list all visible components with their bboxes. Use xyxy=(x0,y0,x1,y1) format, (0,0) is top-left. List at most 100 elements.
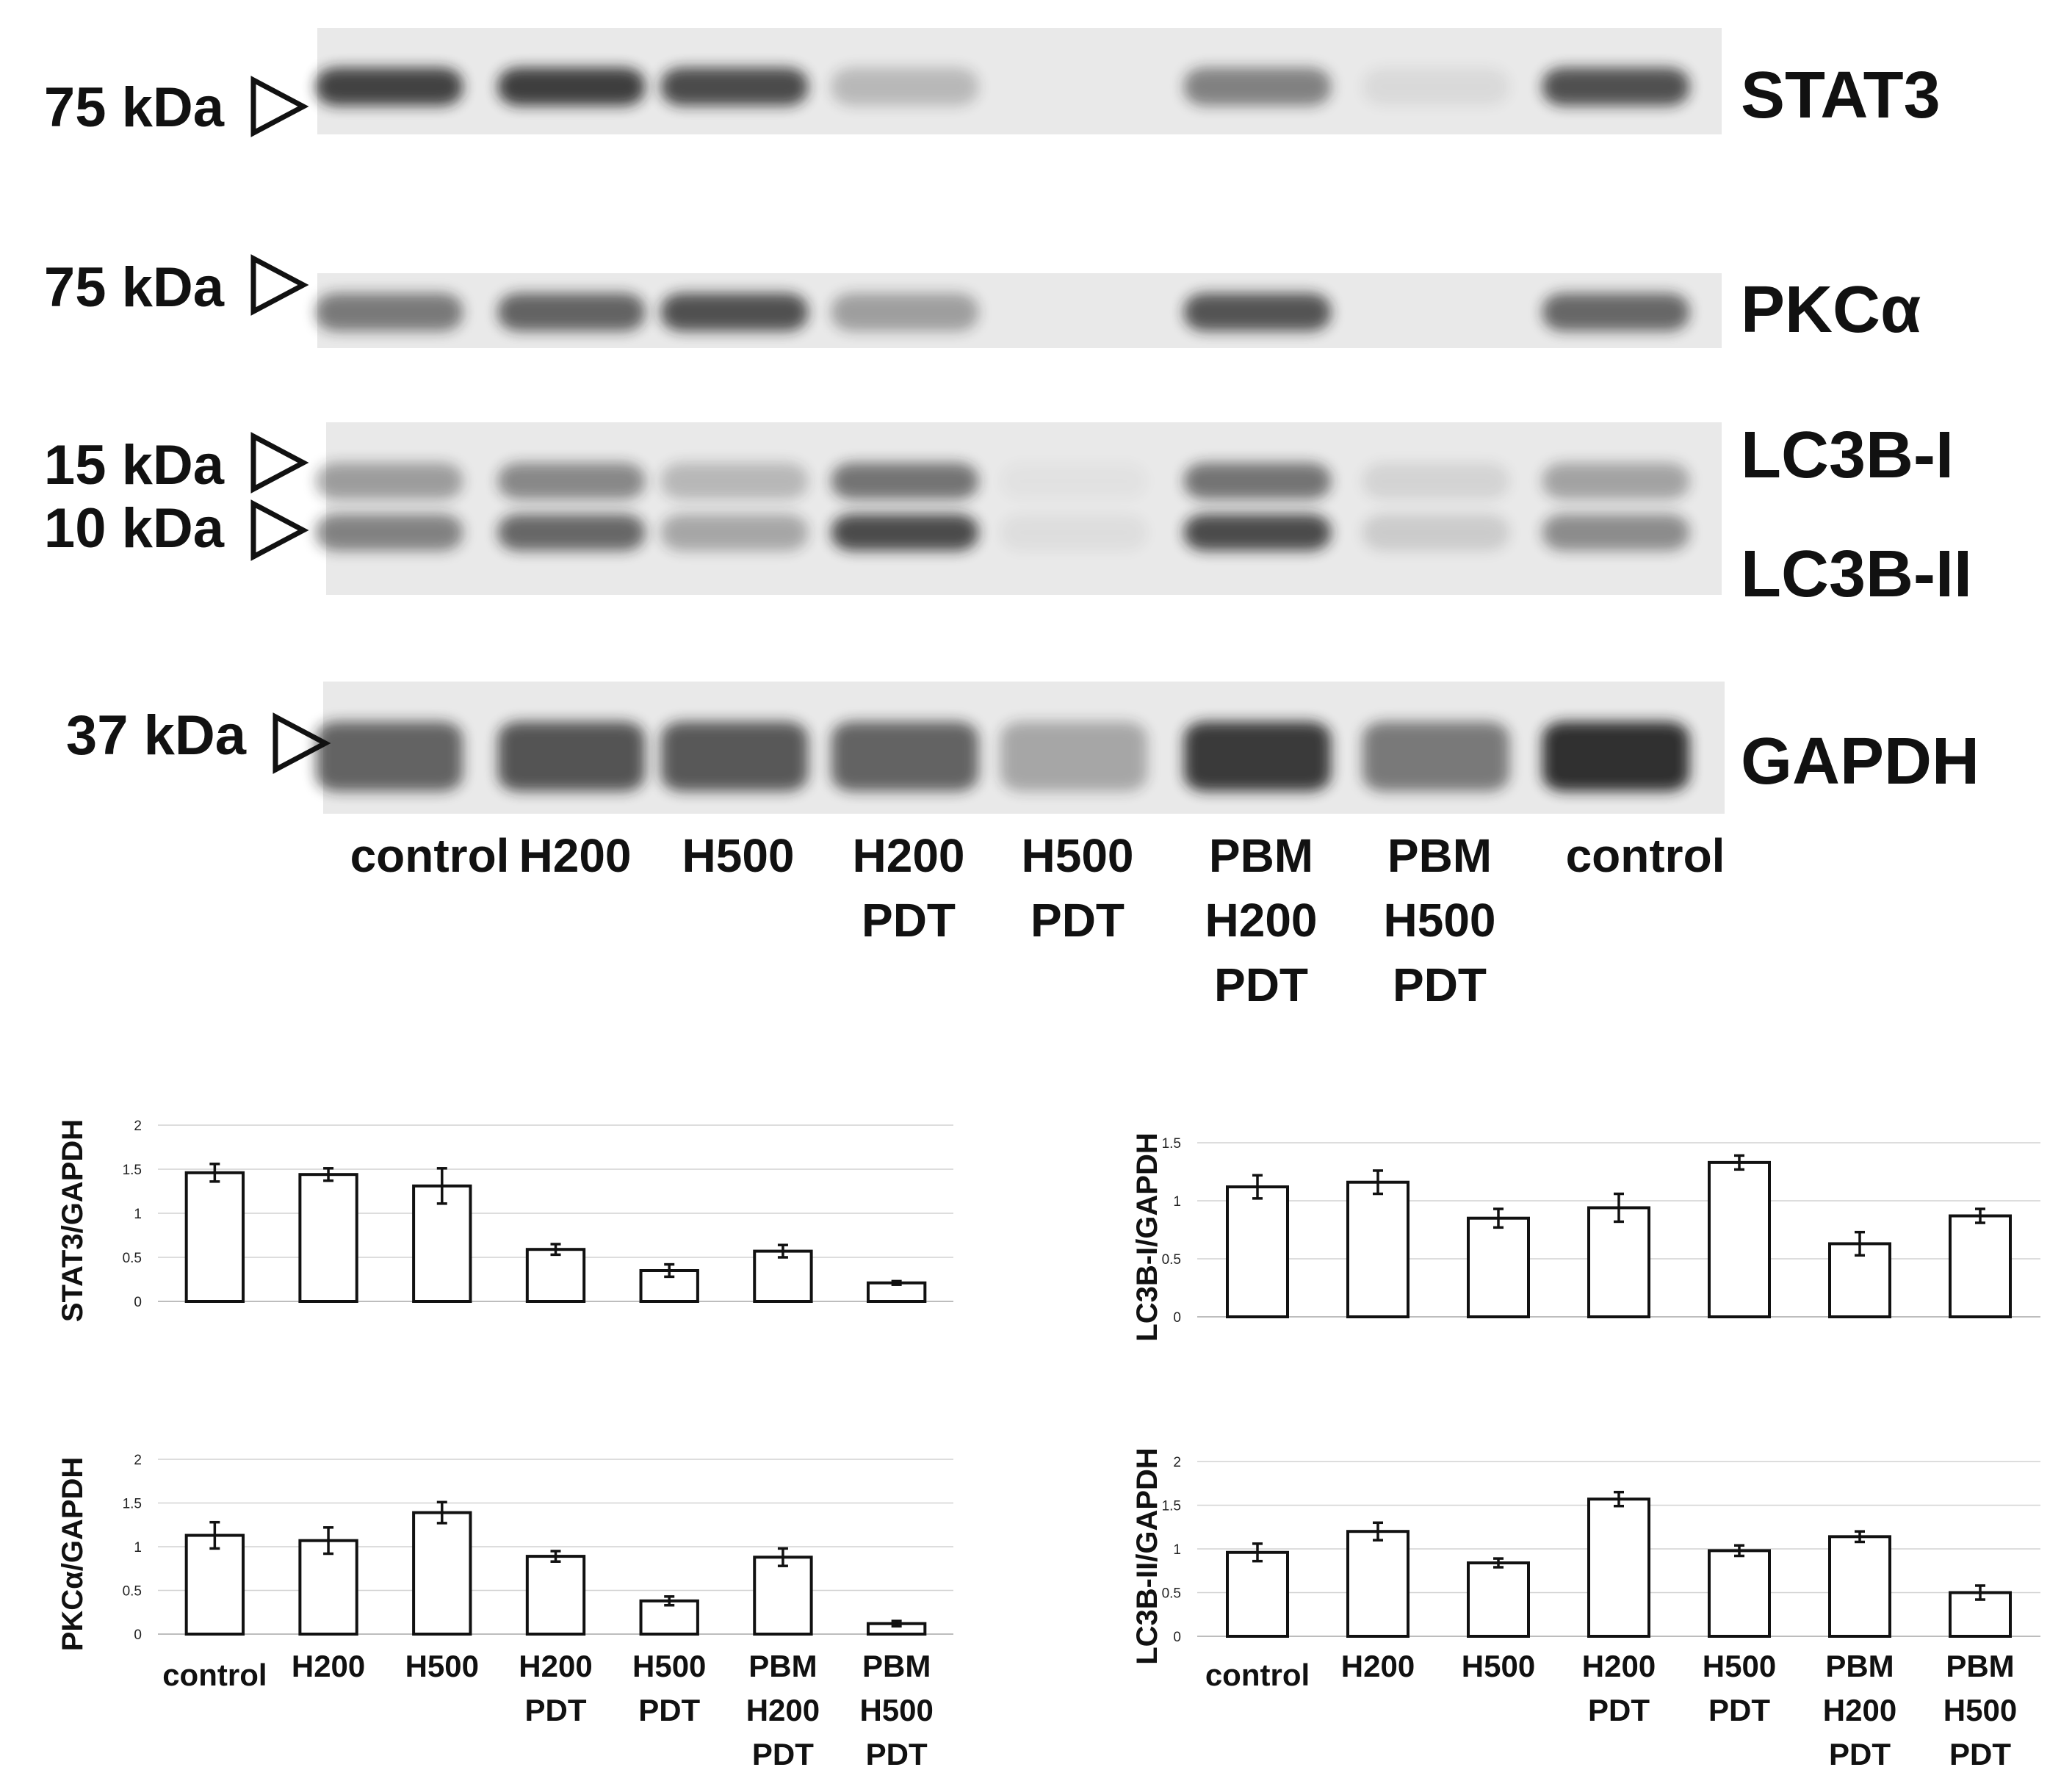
y-tick-label: 1 xyxy=(1173,1542,1181,1558)
bar-charts: 0 0.5 1 1.5 2 STAT3/GAPDH 0 0.5 1 1.5 2 PKCα/GAPDH c… xyxy=(57,1119,2040,1771)
y-tick-label: 0.5 xyxy=(1162,1586,1181,1602)
y-tick-label: 2 xyxy=(134,1119,142,1134)
y-tick-label: 0.5 xyxy=(123,1251,142,1266)
mw-arrow-icon xyxy=(250,432,309,494)
error-bar xyxy=(1373,1521,1383,1542)
bar xyxy=(1587,1497,1650,1639)
x-category-label: H500 xyxy=(405,1649,479,1683)
error-bar xyxy=(1614,1490,1624,1508)
y-tick-label: 0 xyxy=(1173,1630,1181,1645)
lane-label: H500 PDT xyxy=(1022,829,1134,947)
protein-label: LC3B-II xyxy=(1741,538,1972,611)
mw-arrow-icon xyxy=(250,254,309,316)
band-lane-3 xyxy=(661,68,808,106)
bar xyxy=(298,1173,358,1303)
error-bar xyxy=(436,1167,447,1205)
error-bar xyxy=(323,1167,334,1182)
lane-label: H200 PDT xyxy=(853,829,965,947)
y-tick-label: 2 xyxy=(1173,1455,1181,1470)
y-tick-label: 0 xyxy=(134,1295,142,1310)
lane-label: control xyxy=(1566,829,1725,882)
band-lane-5 xyxy=(1000,721,1147,792)
error-bar xyxy=(1252,1174,1263,1200)
bar xyxy=(1346,1530,1410,1638)
mw-marker-label: 10 kDa xyxy=(44,497,225,560)
y-axis-title: STAT3/GAPDH xyxy=(57,1119,89,1322)
band-lane-8 xyxy=(1542,293,1689,331)
bar xyxy=(753,1556,813,1636)
x-category-label: PBM H200 PDT xyxy=(746,1649,820,1771)
y-axis-title: LC3B-II/GAPDH xyxy=(1131,1448,1163,1665)
band-lane-6 xyxy=(1184,293,1331,331)
x-category-label: H500 PDT xyxy=(1703,1649,1776,1727)
protein-label: GAPDH xyxy=(1741,725,1979,798)
band-lane-8-row-1 xyxy=(1542,463,1689,499)
band-lane-3-row-1 xyxy=(661,463,808,499)
band-lane-2-row-1 xyxy=(498,463,645,499)
error-bar xyxy=(1855,1230,1865,1257)
error-bar xyxy=(664,1262,675,1279)
band-lane-3-row-2 xyxy=(661,514,808,551)
y-tick-label: 1 xyxy=(1173,1194,1181,1210)
band-lane-2 xyxy=(498,721,645,792)
bar xyxy=(412,1511,472,1636)
y-tick-label: 1.5 xyxy=(123,1163,142,1178)
x-category-label: H500 PDT xyxy=(632,1649,706,1727)
band-lane-1-row-1 xyxy=(316,463,463,499)
bar xyxy=(1467,1216,1530,1318)
bar xyxy=(1587,1206,1650,1318)
x-category-label: H500 xyxy=(1462,1649,1535,1683)
bar xyxy=(1226,1185,1289,1319)
band-lane-1 xyxy=(316,293,463,331)
chart-1: 0 0.5 1 1.5 2 STAT3/GAPDH xyxy=(57,1119,953,1322)
bar xyxy=(753,1249,813,1303)
band-lane-3 xyxy=(661,721,808,792)
y-tick-label: 1 xyxy=(134,1207,142,1222)
bar xyxy=(1708,1549,1771,1638)
mw-marker-label: 75 kDa xyxy=(44,256,225,319)
bar xyxy=(525,1555,586,1636)
error-bar xyxy=(1252,1542,1263,1563)
error-bar xyxy=(777,1243,788,1259)
mw-arrow-icon xyxy=(250,76,309,137)
lane-label: PBM H200 PDT xyxy=(1205,829,1318,1011)
chart-4: 0 0.5 1 1.5 2 LC3B-II/GAPDH control H200 H500 H20… xyxy=(1131,1448,2040,1771)
error-bar xyxy=(550,1243,561,1257)
mw-arrow-icon xyxy=(272,712,331,774)
mw-marker-label: 37 kDa xyxy=(66,704,247,767)
blot-panel-4: 37 kDa GAPDH xyxy=(66,682,1979,814)
chart-2: 0 0.5 1 1.5 2 PKCα/GAPDH control H200 H500 H200 PD… xyxy=(57,1453,953,1771)
protein-label: STAT3 xyxy=(1741,59,1941,132)
error-bar xyxy=(777,1547,788,1567)
bar xyxy=(1226,1550,1289,1639)
bar xyxy=(298,1539,358,1636)
band-lane-8 xyxy=(1542,721,1689,792)
band-lane-7-row-2 xyxy=(1362,514,1509,551)
protein-label: LC3B-I xyxy=(1741,419,1954,492)
band-lane-2-row-2 xyxy=(498,514,645,551)
x-category-label: H200 xyxy=(1341,1649,1415,1683)
blot-panel-1: 75 kDa STAT3 xyxy=(44,28,1941,139)
error-bar xyxy=(1614,1192,1624,1224)
lane-label: control xyxy=(350,829,510,882)
band-lane-6-row-2 xyxy=(1184,514,1331,551)
band-lane-4 xyxy=(831,68,978,106)
x-category-label: H200 PDT xyxy=(519,1649,592,1727)
band-lane-7 xyxy=(1362,68,1509,106)
y-tick-label: 1.5 xyxy=(1162,1499,1181,1514)
error-bar xyxy=(436,1500,447,1525)
x-category-label: control xyxy=(1205,1658,1310,1692)
error-bar xyxy=(1975,1207,1985,1224)
protein-label: PKCα xyxy=(1741,273,1921,347)
y-tick-label: 0.5 xyxy=(123,1584,142,1600)
band-lane-1-row-2 xyxy=(316,514,463,551)
band-lane-4 xyxy=(831,721,978,792)
bar xyxy=(866,1281,927,1304)
band-lane-6-row-1 xyxy=(1184,463,1331,499)
band-lane-5-row-2 xyxy=(1000,514,1147,551)
bar xyxy=(1708,1160,1771,1318)
error-bar xyxy=(891,1279,902,1286)
blot-membrane xyxy=(326,422,1722,595)
error-bar xyxy=(1373,1169,1383,1196)
